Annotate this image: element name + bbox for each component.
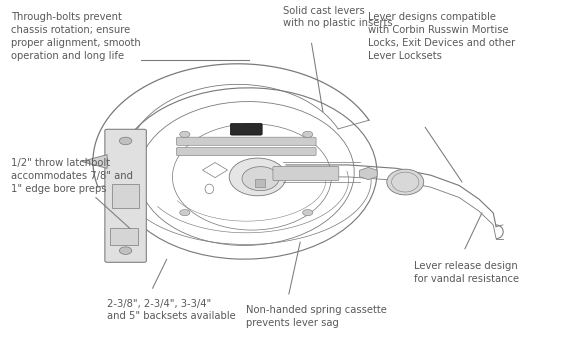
Circle shape — [180, 131, 190, 137]
Circle shape — [120, 247, 132, 254]
Circle shape — [303, 131, 313, 137]
Circle shape — [120, 137, 132, 145]
Bar — [110, 228, 138, 245]
Text: Lever designs compatible
with Corbin Russwin Mortise
Locks, Exit Devices and oth: Lever designs compatible with Corbin Rus… — [368, 12, 515, 61]
Text: 2-3/8", 2-3/4", 3-3/4"
and 5" backsets available: 2-3/8", 2-3/4", 3-3/4" and 5" backsets a… — [107, 299, 236, 321]
Text: Lever release design
for vandal resistance: Lever release design for vandal resistan… — [414, 261, 519, 284]
Ellipse shape — [242, 167, 279, 191]
Circle shape — [303, 210, 313, 216]
Text: Non-handed spring cassette
prevents lever sag: Non-handed spring cassette prevents leve… — [247, 305, 387, 328]
FancyBboxPatch shape — [273, 166, 339, 181]
Ellipse shape — [229, 158, 286, 196]
FancyBboxPatch shape — [176, 147, 316, 156]
FancyBboxPatch shape — [105, 129, 146, 262]
Text: Solid cast levers
with no plastic inserts: Solid cast levers with no plastic insert… — [283, 6, 393, 28]
Circle shape — [180, 210, 190, 216]
Text: 1/2" throw latchbolt
accommodates 7/8" and
1" edge bore preps: 1/2" throw latchbolt accommodates 7/8" a… — [11, 158, 133, 194]
Bar — [255, 179, 265, 187]
Text: Through-bolts prevent
chassis rotation; ensure
proper alignment, smooth
operatio: Through-bolts prevent chassis rotation; … — [11, 12, 140, 61]
FancyBboxPatch shape — [231, 124, 262, 135]
FancyBboxPatch shape — [176, 137, 316, 145]
Bar — [112, 184, 139, 208]
Polygon shape — [82, 155, 107, 168]
Ellipse shape — [387, 169, 424, 195]
